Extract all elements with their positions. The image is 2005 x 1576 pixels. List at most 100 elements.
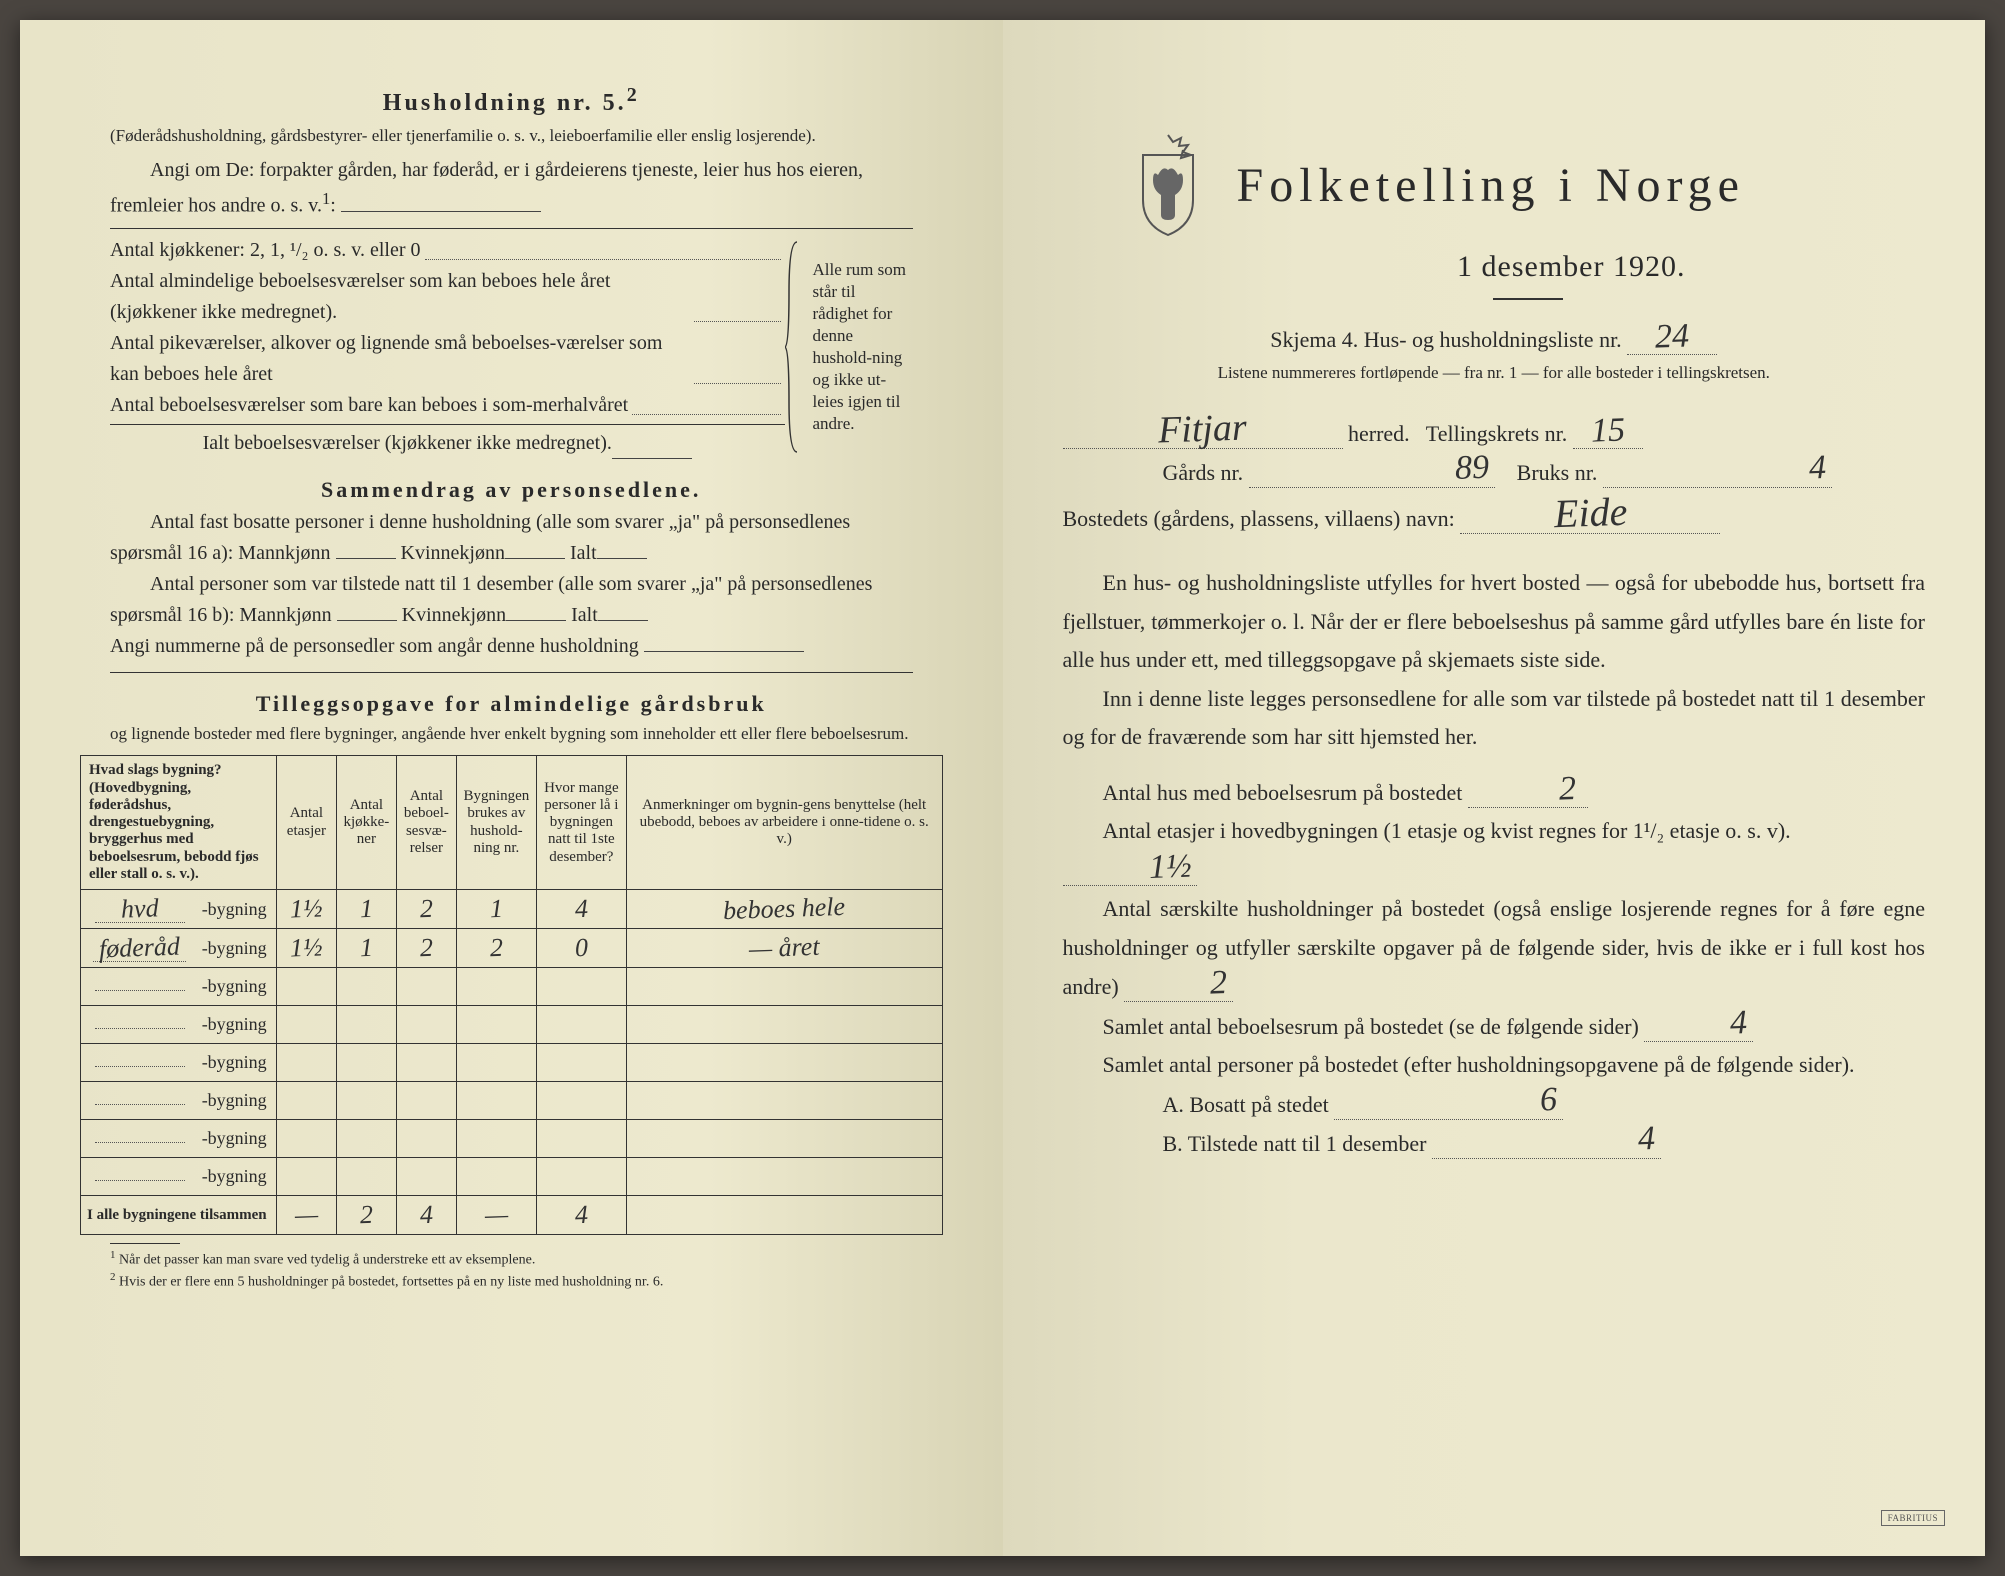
cell: 1½ xyxy=(276,929,336,968)
kitchens-label: Antal kjøkkener: 2, 1, ¹/₂ o. s. v. elle… xyxy=(110,235,421,266)
cell: 1½ xyxy=(276,890,336,929)
q5b: B. Tilstede natt til 1 desember 4 xyxy=(1063,1124,1926,1164)
q4-val: 4 xyxy=(1690,1006,1748,1042)
cell xyxy=(276,1158,336,1196)
rooms-group: Antal kjøkkener: 2, 1, ¹/₂ o. s. v. elle… xyxy=(110,235,913,459)
total-1: 2 xyxy=(359,1200,373,1230)
table-header-row: Hvad slags bygning? (Hovedbygning, føder… xyxy=(81,756,943,890)
cell xyxy=(536,1120,626,1158)
cell xyxy=(396,1158,456,1196)
cell xyxy=(456,968,536,1006)
herred-line: Fitjar herred. Tellingskrets nr. 15 xyxy=(1063,410,1926,454)
row-suffix: -bygning xyxy=(193,1006,277,1044)
cell xyxy=(456,1120,536,1158)
cell xyxy=(626,1158,942,1196)
q5: Samlet antal personer på bostedet (efter… xyxy=(1063,1046,1926,1085)
listene-text: Listene nummereres fortløpende — fra nr.… xyxy=(1063,360,1926,386)
table-total-row: I alle bygningene tilsammen — 2 4 — 4 xyxy=(81,1196,943,1235)
cell: 1 xyxy=(336,890,396,929)
cell xyxy=(456,1082,536,1120)
table-row: hvd-bygning1½1214beboes hele xyxy=(81,890,943,929)
krets-nr: 15 xyxy=(1590,413,1625,448)
row-prefix: føderåd xyxy=(81,929,193,968)
q2-val: 1½ xyxy=(1108,849,1192,886)
q3: Antal særskilte husholdninger på bostede… xyxy=(1063,890,1926,1007)
tillegg-heading: Tilleggsopgave for almindelige gårdsbruk xyxy=(80,691,943,717)
row-prefix xyxy=(81,968,193,1006)
cell xyxy=(536,1044,626,1082)
brace-text: Alle rum som står til rådighet for denne… xyxy=(803,235,913,459)
row-suffix: -bygning xyxy=(193,890,277,929)
q2: Antal etasjer i hovedbygningen (1 etasje… xyxy=(1063,812,1926,890)
cell xyxy=(626,1082,942,1120)
row-prefix xyxy=(81,1082,193,1120)
left-page: Husholdning nr. 5.2 (Føderådshusholdning… xyxy=(20,20,1003,1556)
cell xyxy=(276,1120,336,1158)
cell xyxy=(396,1120,456,1158)
cell xyxy=(396,968,456,1006)
main-title: Folketelling i Norge xyxy=(1237,158,1745,213)
cell: 2 xyxy=(396,890,456,929)
cell: 1 xyxy=(336,929,396,968)
row-prefix xyxy=(81,1120,193,1158)
cell xyxy=(626,1006,942,1044)
para2: Inn i denne liste legges personsedlene f… xyxy=(1063,680,1926,757)
cell: 0 xyxy=(536,929,626,968)
row-prefix xyxy=(81,1006,193,1044)
table-row: -bygning xyxy=(81,1082,943,1120)
th-3: Antal beboel-sesvæ-relser xyxy=(396,756,456,890)
cell xyxy=(276,1006,336,1044)
skjema-nr: 24 xyxy=(1655,319,1690,354)
cell xyxy=(336,968,396,1006)
cell xyxy=(396,1044,456,1082)
bosted-line: Bostedets (gårdens, plassens, villaens) … xyxy=(1063,493,1926,539)
skjema-line: Skjema 4. Hus- og husholdningsliste nr. … xyxy=(1063,320,1926,360)
table-row: -bygning xyxy=(81,1120,943,1158)
row-suffix: -bygning xyxy=(193,968,277,1006)
footnote-2: Hvis der er flere enn 5 husholdninger på… xyxy=(119,1275,663,1290)
cell xyxy=(456,1158,536,1196)
q3-val: 2 xyxy=(1170,966,1228,1002)
cell xyxy=(336,1158,396,1196)
cell xyxy=(536,1158,626,1196)
angi-text: Angi om De: forpakter gården, har føderå… xyxy=(110,159,863,217)
cell xyxy=(536,1082,626,1120)
cell: 1 xyxy=(456,890,536,929)
cell xyxy=(626,1044,942,1082)
herred-name: Fitjar xyxy=(1158,408,1248,449)
table-row: -bygning xyxy=(81,1044,943,1082)
table-row: føderåd-bygning1½1220— året xyxy=(81,929,943,968)
total-3: — xyxy=(484,1200,508,1231)
total-2: 4 xyxy=(419,1200,433,1230)
cell xyxy=(336,1082,396,1120)
sammendrag-line1: Antal fast bosatte personer i denne hush… xyxy=(110,507,913,569)
cell xyxy=(276,1082,336,1120)
footnote-1: Når det passer kan man svare ved tydelig… xyxy=(119,1253,535,1268)
th-2: Antal kjøkke-ner xyxy=(336,756,396,890)
th-4: Bygningen brukes av hushold-ning nr. xyxy=(456,756,536,890)
cell xyxy=(276,968,336,1006)
row-suffix: -bygning xyxy=(193,1082,277,1120)
q1: Antal hus med beboelsesrum på bostedet 2 xyxy=(1063,773,1926,813)
cell: — året xyxy=(626,929,942,968)
husholdning-paren: (Føderådshusholdning, gårdsbestyrer- ell… xyxy=(110,123,913,149)
ialt-label: Ialt beboelsesværelser (kjøkkener ikke m… xyxy=(203,428,612,459)
tillegg-sub: og lignende bosteder med flere bygninger… xyxy=(110,721,913,747)
row-suffix: -bygning xyxy=(193,1120,277,1158)
tillegg-table: Hvad slags bygning? (Hovedbygning, føder… xyxy=(80,755,943,1235)
cell xyxy=(336,1044,396,1082)
q5a-val: 6 xyxy=(1440,1083,1558,1121)
th-6: Anmerkninger om bygnin-gens benyttelse (… xyxy=(626,756,942,890)
bruks-nr: 4 xyxy=(1708,451,1826,489)
crest-icon xyxy=(1123,130,1213,240)
cell xyxy=(276,1044,336,1082)
right-page: Folketelling i Norge 1 desember 1920. Sk… xyxy=(1003,20,1986,1556)
husholdning-sup: 2 xyxy=(627,84,640,106)
angi-sup: 1 xyxy=(322,189,330,208)
total-5 xyxy=(626,1196,942,1235)
footnotes: 1 Når det passer kan man svare ved tydel… xyxy=(110,1243,913,1293)
row-suffix: -bygning xyxy=(193,1044,277,1082)
sammendrag-line3: Angi nummerne på de personsedler som ang… xyxy=(110,631,913,662)
gards-nr: 89 xyxy=(1354,451,1489,490)
sammendrag-line2: Antal personer som var tilstede natt til… xyxy=(110,569,913,631)
